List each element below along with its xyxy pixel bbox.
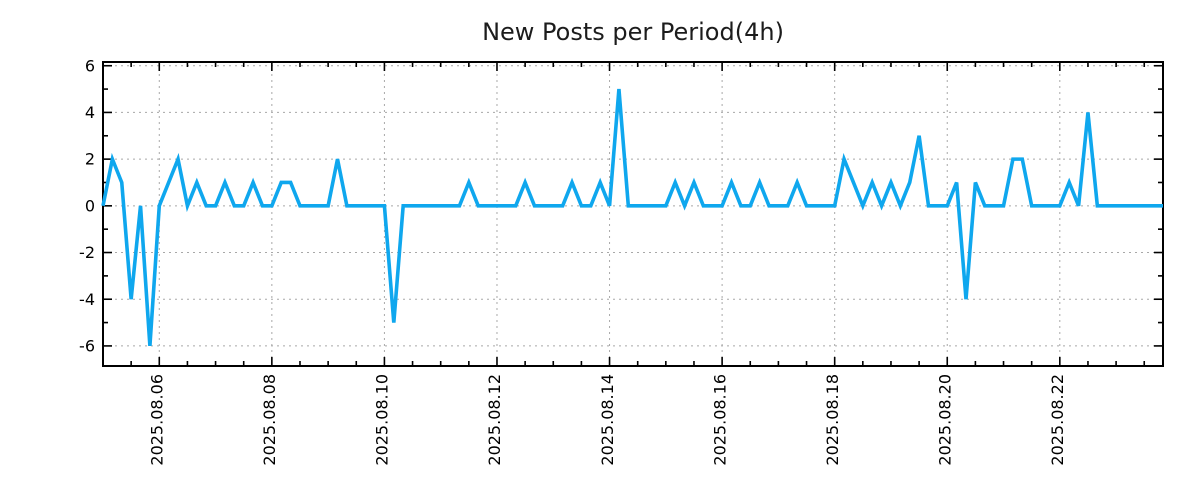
axis-tick-labels: -6 -4 -2 0 2 4 6 2025.08.06 2025.08.08 2025.08.10… [79, 56, 1067, 465]
x-tick-label: 2025.08.20 [935, 374, 954, 466]
y-tick-label: 0 [85, 196, 95, 215]
x-tick-label: 2025.08.22 [1048, 374, 1067, 466]
y-tick-label: 6 [85, 56, 95, 75]
series-line [101, 88, 1163, 347]
x-tick-label: 2025.08.16 [710, 374, 729, 466]
x-tick-label: 2025.08.14 [598, 374, 617, 466]
y-tick-label: 4 [85, 103, 95, 122]
gridlines [103, 62, 1163, 366]
x-tick-label: 2025.08.08 [260, 374, 279, 466]
x-tick-label: 2025.08.18 [823, 374, 842, 466]
y-tick-label: -6 [79, 337, 95, 356]
y-tick-label: -2 [79, 243, 95, 262]
x-tick-label: 2025.08.06 [147, 374, 166, 466]
y-tick-label: 2 [85, 150, 95, 169]
x-tick-label: 2025.08.12 [485, 374, 504, 466]
x-tick-label: 2025.08.10 [373, 374, 392, 466]
plot-border [102, 61, 1164, 367]
y-tick-label: -4 [79, 290, 95, 309]
axis-ticks [102, 62, 1163, 366]
chart-title: New Posts per Period(4h) [482, 18, 784, 46]
